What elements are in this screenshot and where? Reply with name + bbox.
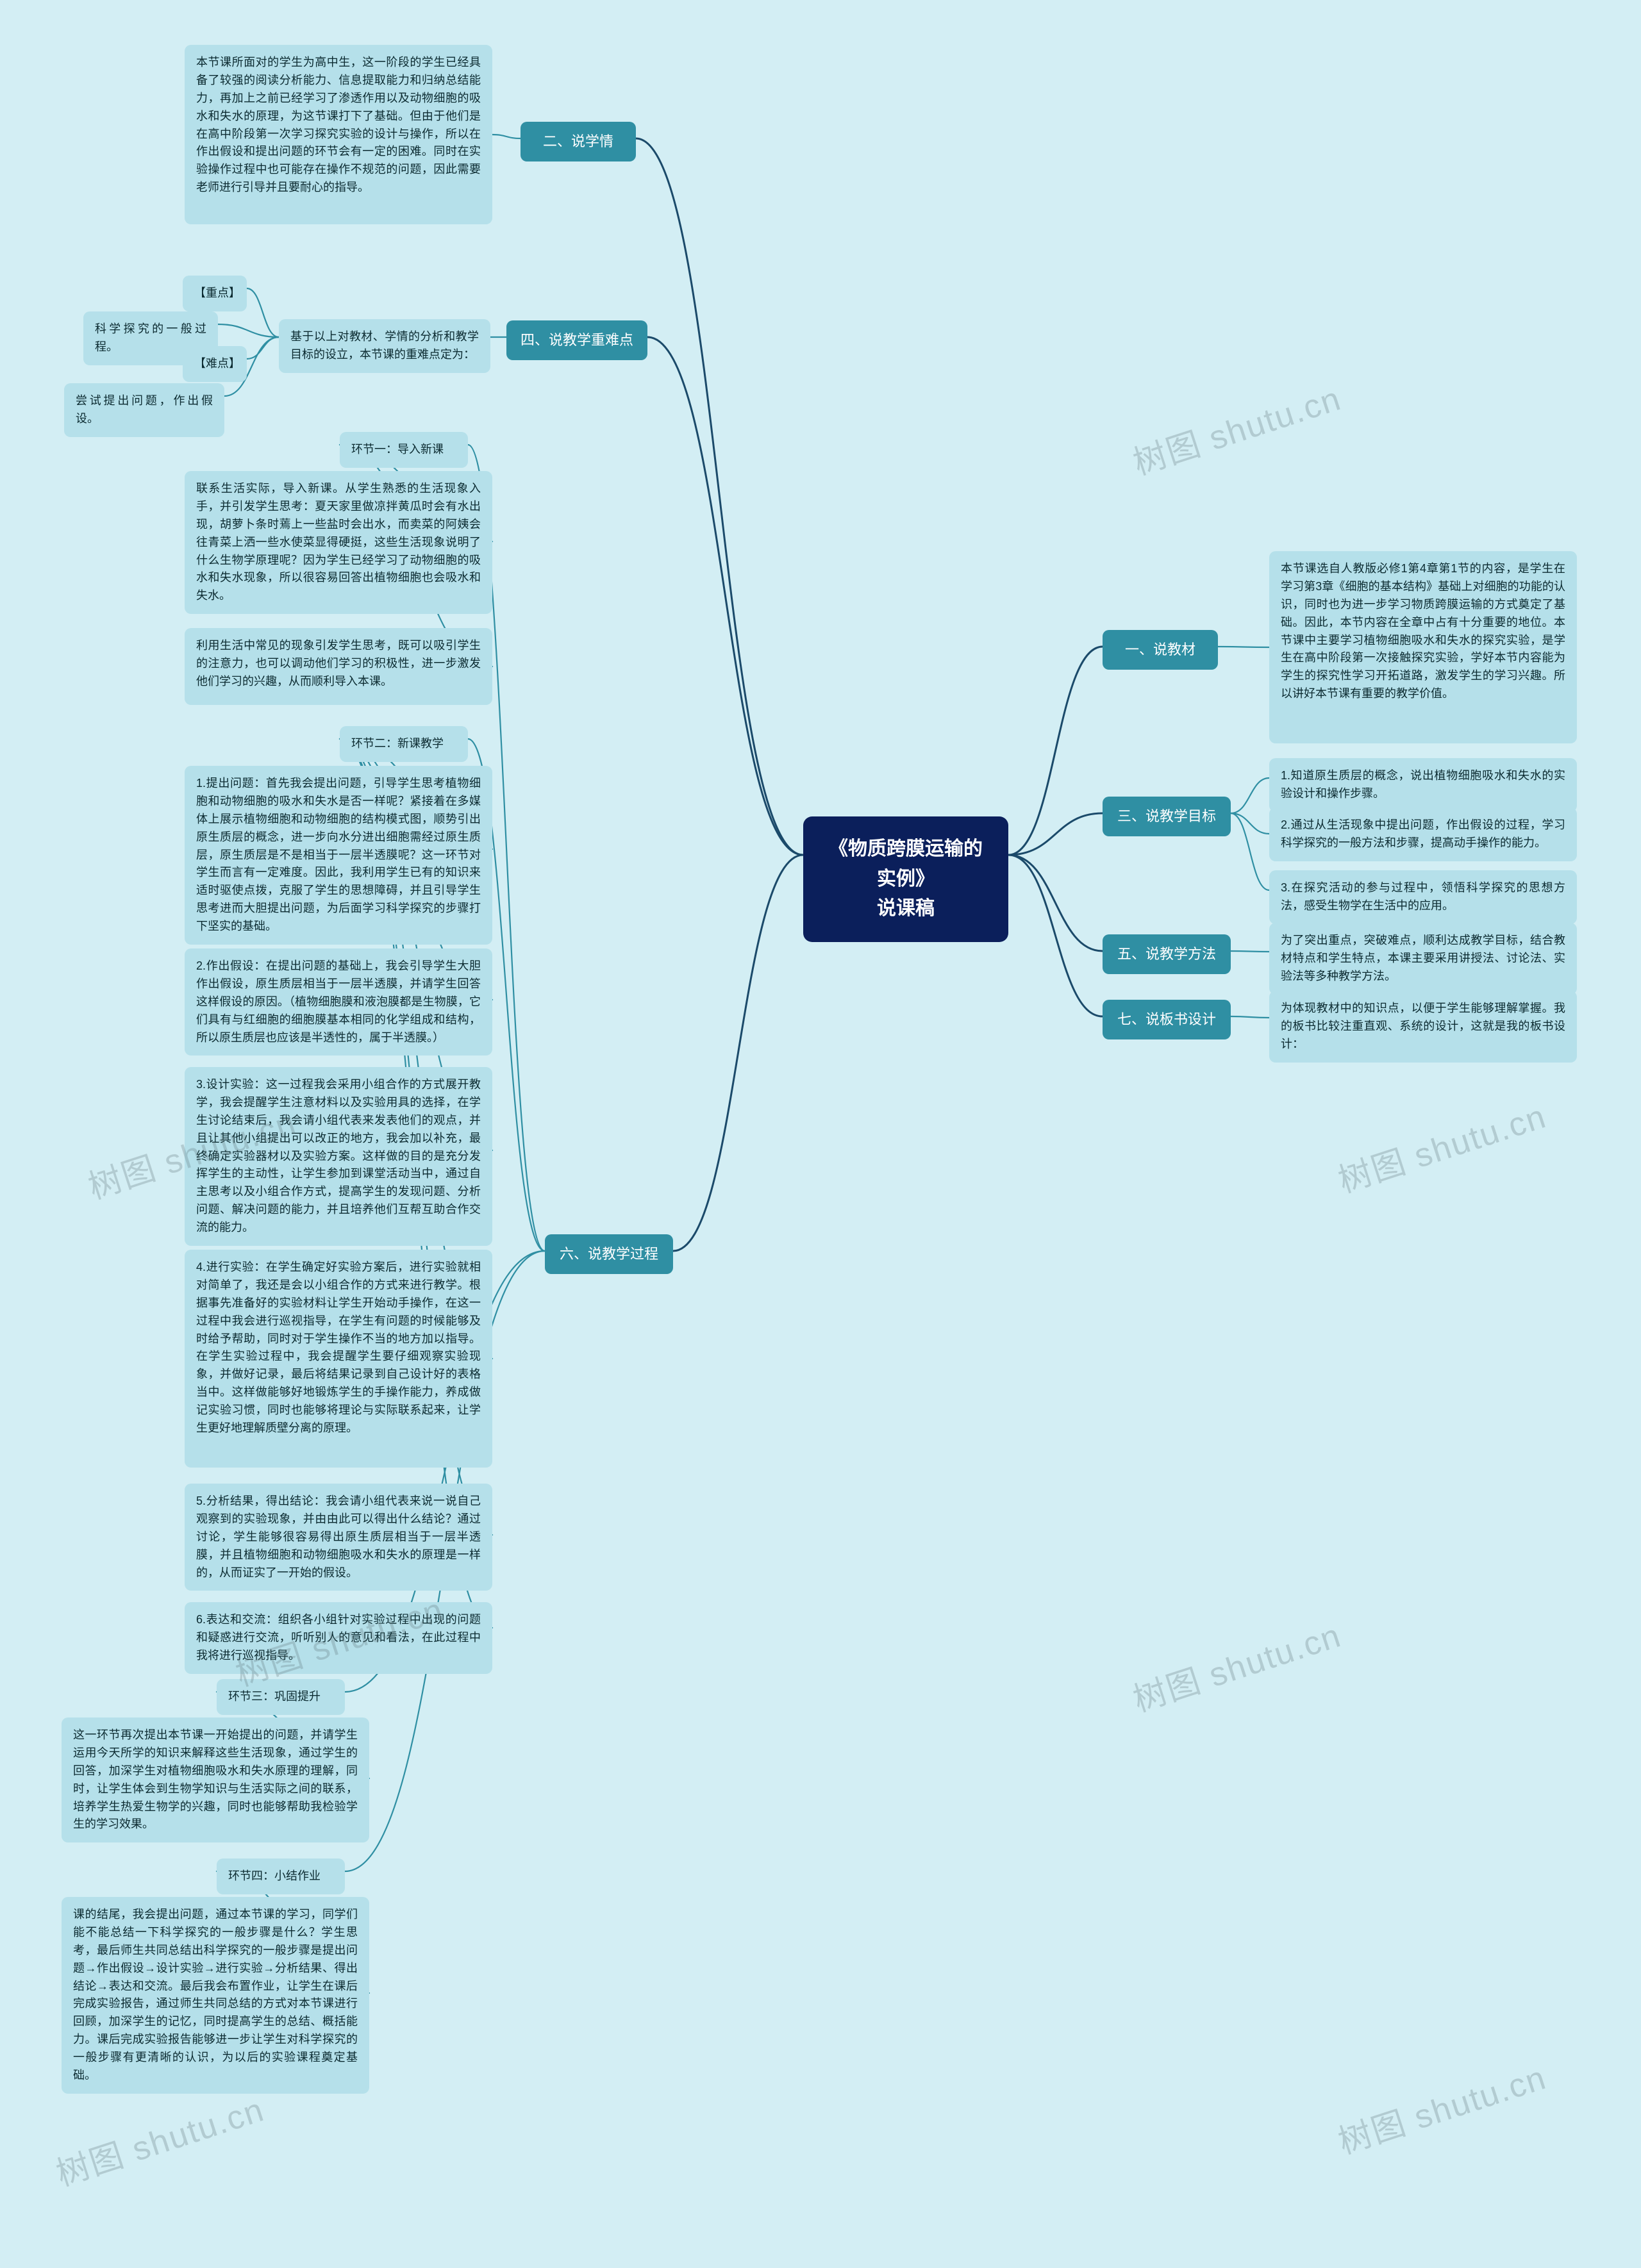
watermark: 树图 shutu.cn <box>1126 372 1347 484</box>
leaf-node: 【重点】 <box>183 276 247 311</box>
section-node: 二、说学情 <box>521 122 636 161</box>
watermark: 树图 shutu.cn <box>1126 1609 1347 1721</box>
leaf-node: 课的结尾，我会提出问题，通过本节课的学习，同学们能不能总结一下科学探究的一般步骤… <box>62 1897 369 2094</box>
watermark: 树图 shutu.cn <box>1331 2051 1552 2163</box>
leaf-node: 联系生活实际，导入新课。从学生熟悉的生活现象入手，并引发学生思考：夏天家里做凉拌… <box>185 471 492 614</box>
section-node: 七、说板书设计 <box>1103 1000 1231 1039</box>
leaf-node: 5.分析结果，得出结论：我会请小组代表来说一说自己观察到的实验现象，并由由此可以… <box>185 1484 492 1591</box>
edge <box>1231 813 1269 890</box>
edge <box>1008 855 1103 1016</box>
leaf-node: 2.作出假设：在提出问题的基础上，我会引导学生大胆作出假设，原生质层相当于一层半… <box>185 948 492 1055</box>
leaf-node: 利用生活中常见的现象引发学生思考，既可以吸引学生的注意力，也可以调动他们学习的积… <box>185 628 492 705</box>
edge <box>1008 647 1103 855</box>
edge <box>1231 951 1269 952</box>
edge <box>247 337 279 359</box>
edge <box>1231 813 1269 834</box>
leaf-node: 环节三：巩固提升 <box>217 1679 345 1715</box>
leaf-node: 1.提出问题：首先我会提出问题，引导学生思考植物细胞和动物细胞的吸水和失水是否一… <box>185 766 492 945</box>
edge <box>492 135 521 138</box>
edge <box>1008 813 1103 855</box>
leaf-node: 环节一：导入新课 <box>340 432 468 468</box>
leaf-node: 2.通过从生活现象中提出问题，作出假设的过程，学习科学探究的一般方法和步骤，提高… <box>1269 807 1577 861</box>
leaf-node: 【难点】 <box>183 346 247 382</box>
edge <box>647 337 803 855</box>
leaf-node: 6.表达和交流：组织各小组针对实验过程中出现的问题和疑惑进行交流，听听别人的意见… <box>185 1602 492 1674</box>
leaf-node: 基于以上对教材、学情的分析和教学目标的设立，本节课的重难点定为： <box>279 319 490 373</box>
leaf-node: 本节课所面对的学生为高中生，这一阶段的学生已经具备了较强的阅读分析能力、信息提取… <box>185 45 492 224</box>
watermark: 树图 shutu.cn <box>49 2083 270 2195</box>
section-node: 五、说教学方法 <box>1103 934 1231 974</box>
leaf-node: 4.进行实验：在学生确定好实验方案后，进行实验就相对简单了，我还是会以小组合作的… <box>185 1250 492 1468</box>
root-title-line2: 说课稿 <box>820 894 992 924</box>
edge <box>1008 855 1103 951</box>
edge <box>1231 778 1269 813</box>
section-node: 四、说教学重难点 <box>506 320 647 360</box>
leaf-node: 1.知道原生质层的概念，说出植物细胞吸水和失水的实验设计和操作步骤。 <box>1269 758 1577 812</box>
leaf-node: 本节课选自人教版必修1第4章第1节的内容，是学生在学习第3章《细胞的基本结构》基… <box>1269 551 1577 743</box>
mindmap-root: 《物质跨膜运输的实例》说课稿 <box>803 816 1008 942</box>
leaf-node: 为体现教材中的知识点，以便于学生能够理解掌握。我的板书比较注重直观、系统的设计，… <box>1269 991 1577 1063</box>
leaf-node: 3.在探究活动的参与过程中，领悟科学探究的思想方法，感受生物学在生活中的应用。 <box>1269 870 1577 924</box>
section-node: 六、说教学过程 <box>545 1234 673 1274</box>
leaf-node: 尝试提出问题，作出假设。 <box>64 383 224 437</box>
edge <box>247 288 279 337</box>
root-title-line1: 《物质跨膜运输的实例》 <box>820 834 992 894</box>
leaf-node: 环节二：新课教学 <box>340 726 468 762</box>
edge <box>636 138 803 855</box>
leaf-node: 3.设计实验：这一过程我会采用小组合作的方式展开教学，我会提醒学生注意材料以及实… <box>185 1067 492 1246</box>
leaf-node: 这一环节再次提出本节课一开始提出的问题，并请学生运用今天所学的知识来解释这些生活… <box>62 1718 369 1842</box>
leaf-node: 为了突出重点，突破难点，顺利达成教学目标，结合教材特点和学生特点，本课主要采用讲… <box>1269 923 1577 995</box>
section-node: 三、说教学目标 <box>1103 797 1231 836</box>
watermark: 树图 shutu.cn <box>1331 1089 1552 1202</box>
leaf-node: 环节四：小结作业 <box>217 1858 345 1894</box>
section-node: 一、说教材 <box>1103 630 1218 670</box>
edge <box>218 324 279 337</box>
edge <box>1231 1016 1269 1018</box>
edge <box>673 855 803 1251</box>
